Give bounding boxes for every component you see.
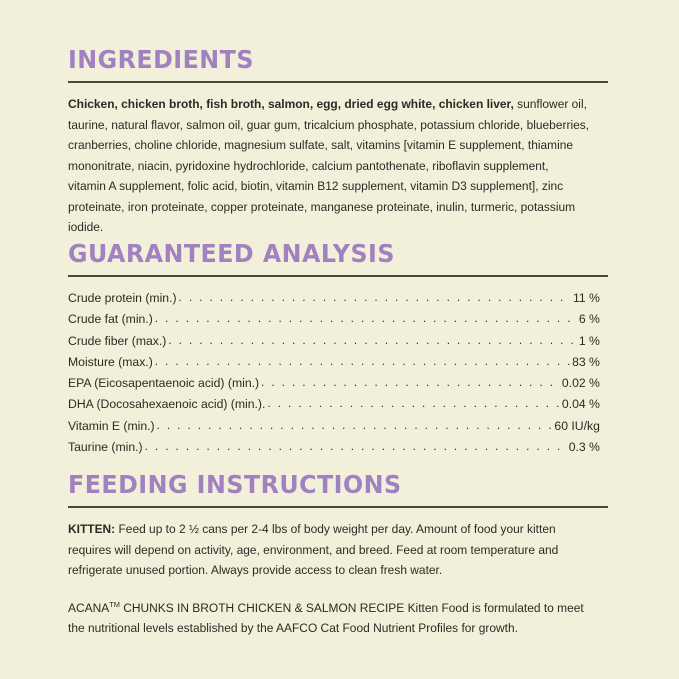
- analysis-row: Taurine (min.) . . . . . . . . . . . . .…: [68, 437, 600, 458]
- analysis-value: 6 %: [578, 312, 600, 327]
- feeding-instructions-heading: FEEDING INSTRUCTIONS: [68, 470, 402, 499]
- analysis-row: Crude fat (min.) . . . . . . . . . . . .…: [68, 309, 600, 330]
- analysis-value: 11 %: [572, 291, 600, 305]
- analysis-value: 60 IU/kg: [554, 418, 600, 433]
- ingredients-divider: [68, 81, 608, 83]
- feeding-instructions-divider: [68, 506, 608, 508]
- dot-leader: . . . . . . . . . . . . . . . . . . . . …: [261, 375, 560, 390]
- analysis-row: Crude protein (min.) . . . . . . . . . .…: [68, 288, 600, 309]
- dot-leader: . . . . . . . . . . . . . . . . . . . . …: [154, 353, 570, 368]
- analysis-value: 0.02 %: [561, 376, 600, 391]
- analysis-row: EPA (Eicosapentaenoic acid) (min.) . . .…: [68, 373, 600, 394]
- feeding-kitten-paragraph: KITTEN: Feed up to 2 ½ cans per 2-4 lbs …: [68, 519, 589, 581]
- analysis-value: 83 %: [572, 354, 600, 369]
- analysis-row: DHA (Docosahexaenoic acid) (min.). . . .…: [68, 394, 600, 415]
- dot-leader: . . . . . . . . . . . . . . . . . . . . …: [267, 396, 560, 411]
- analysis-value: 1 %: [578, 333, 600, 348]
- dot-leader: . . . . . . . . . . . . . . . . . . . . …: [178, 290, 572, 304]
- guaranteed-analysis-heading: GUARANTEED ANALYSIS: [68, 239, 395, 268]
- ingredients-heading: INGREDIENTS: [68, 45, 254, 74]
- analysis-label: Crude fiber (max.): [68, 333, 167, 348]
- dot-leader: . . . . . . . . . . . . . . . . . . . . …: [154, 311, 577, 326]
- ingredients-section: INGREDIENTS Chicken, chicken broth, fish…: [68, 47, 608, 238]
- pet-food-label: INGREDIENTS Chicken, chicken broth, fish…: [68, 0, 608, 679]
- aafco-statement-text: CHUNKS IN BROTH CHICKEN & SALMON RECIPE …: [68, 600, 584, 636]
- dot-leader: . . . . . . . . . . . . . . . . . . . . …: [168, 332, 577, 347]
- guaranteed-analysis-section: GUARANTEED ANALYSIS Crude protein (min.)…: [68, 241, 608, 458]
- analysis-row: Moisture (max.) . . . . . . . . . . . . …: [68, 352, 600, 373]
- brand-name: ACANA: [68, 600, 110, 615]
- analysis-label: Crude fat (min.): [68, 312, 153, 327]
- guaranteed-analysis-list: Crude protein (min.) . . . . . . . . . .…: [68, 288, 600, 458]
- analysis-row: Vitamin E (min.) . . . . . . . . . . . .…: [68, 416, 600, 437]
- analysis-value: 0.04 %: [561, 397, 600, 412]
- ingredients-bold-lead: Chicken, chicken broth, fish broth, salm…: [68, 97, 514, 111]
- kitten-feeding-text: Feed up to 2 ½ cans per 2-4 lbs of body …: [68, 522, 559, 577]
- analysis-label: DHA (Docosahexaenoic acid) (min.).: [68, 397, 266, 412]
- analysis-value: 0.3 %: [568, 440, 600, 455]
- analysis-label: Crude protein (min.): [68, 291, 177, 305]
- analysis-label: Taurine (min.): [68, 440, 143, 455]
- aafco-statement: ACANATM CHUNKS IN BROTH CHICKEN & SALMON…: [68, 598, 589, 639]
- trademark-symbol: TM: [109, 599, 120, 609]
- ingredients-rest: sunflower oil, taurine, natural flavor, …: [68, 97, 590, 234]
- dot-leader: . . . . . . . . . . . . . . . . . . . . …: [144, 439, 567, 454]
- dot-leader: . . . . . . . . . . . . . . . . . . . . …: [156, 417, 553, 432]
- kitten-label: KITTEN:: [68, 522, 116, 536]
- feeding-instructions-section: FEEDING INSTRUCTIONS KITTEN: Feed up to …: [68, 472, 608, 639]
- analysis-label: EPA (Eicosapentaenoic acid) (min.): [68, 376, 260, 391]
- analysis-row: Crude fiber (max.) . . . . . . . . . . .…: [68, 331, 600, 352]
- guaranteed-analysis-divider: [68, 275, 608, 277]
- analysis-label: Moisture (max.): [68, 354, 153, 369]
- analysis-label: Vitamin E (min.): [68, 418, 155, 433]
- ingredients-text: Chicken, chicken broth, fish broth, salm…: [68, 94, 589, 238]
